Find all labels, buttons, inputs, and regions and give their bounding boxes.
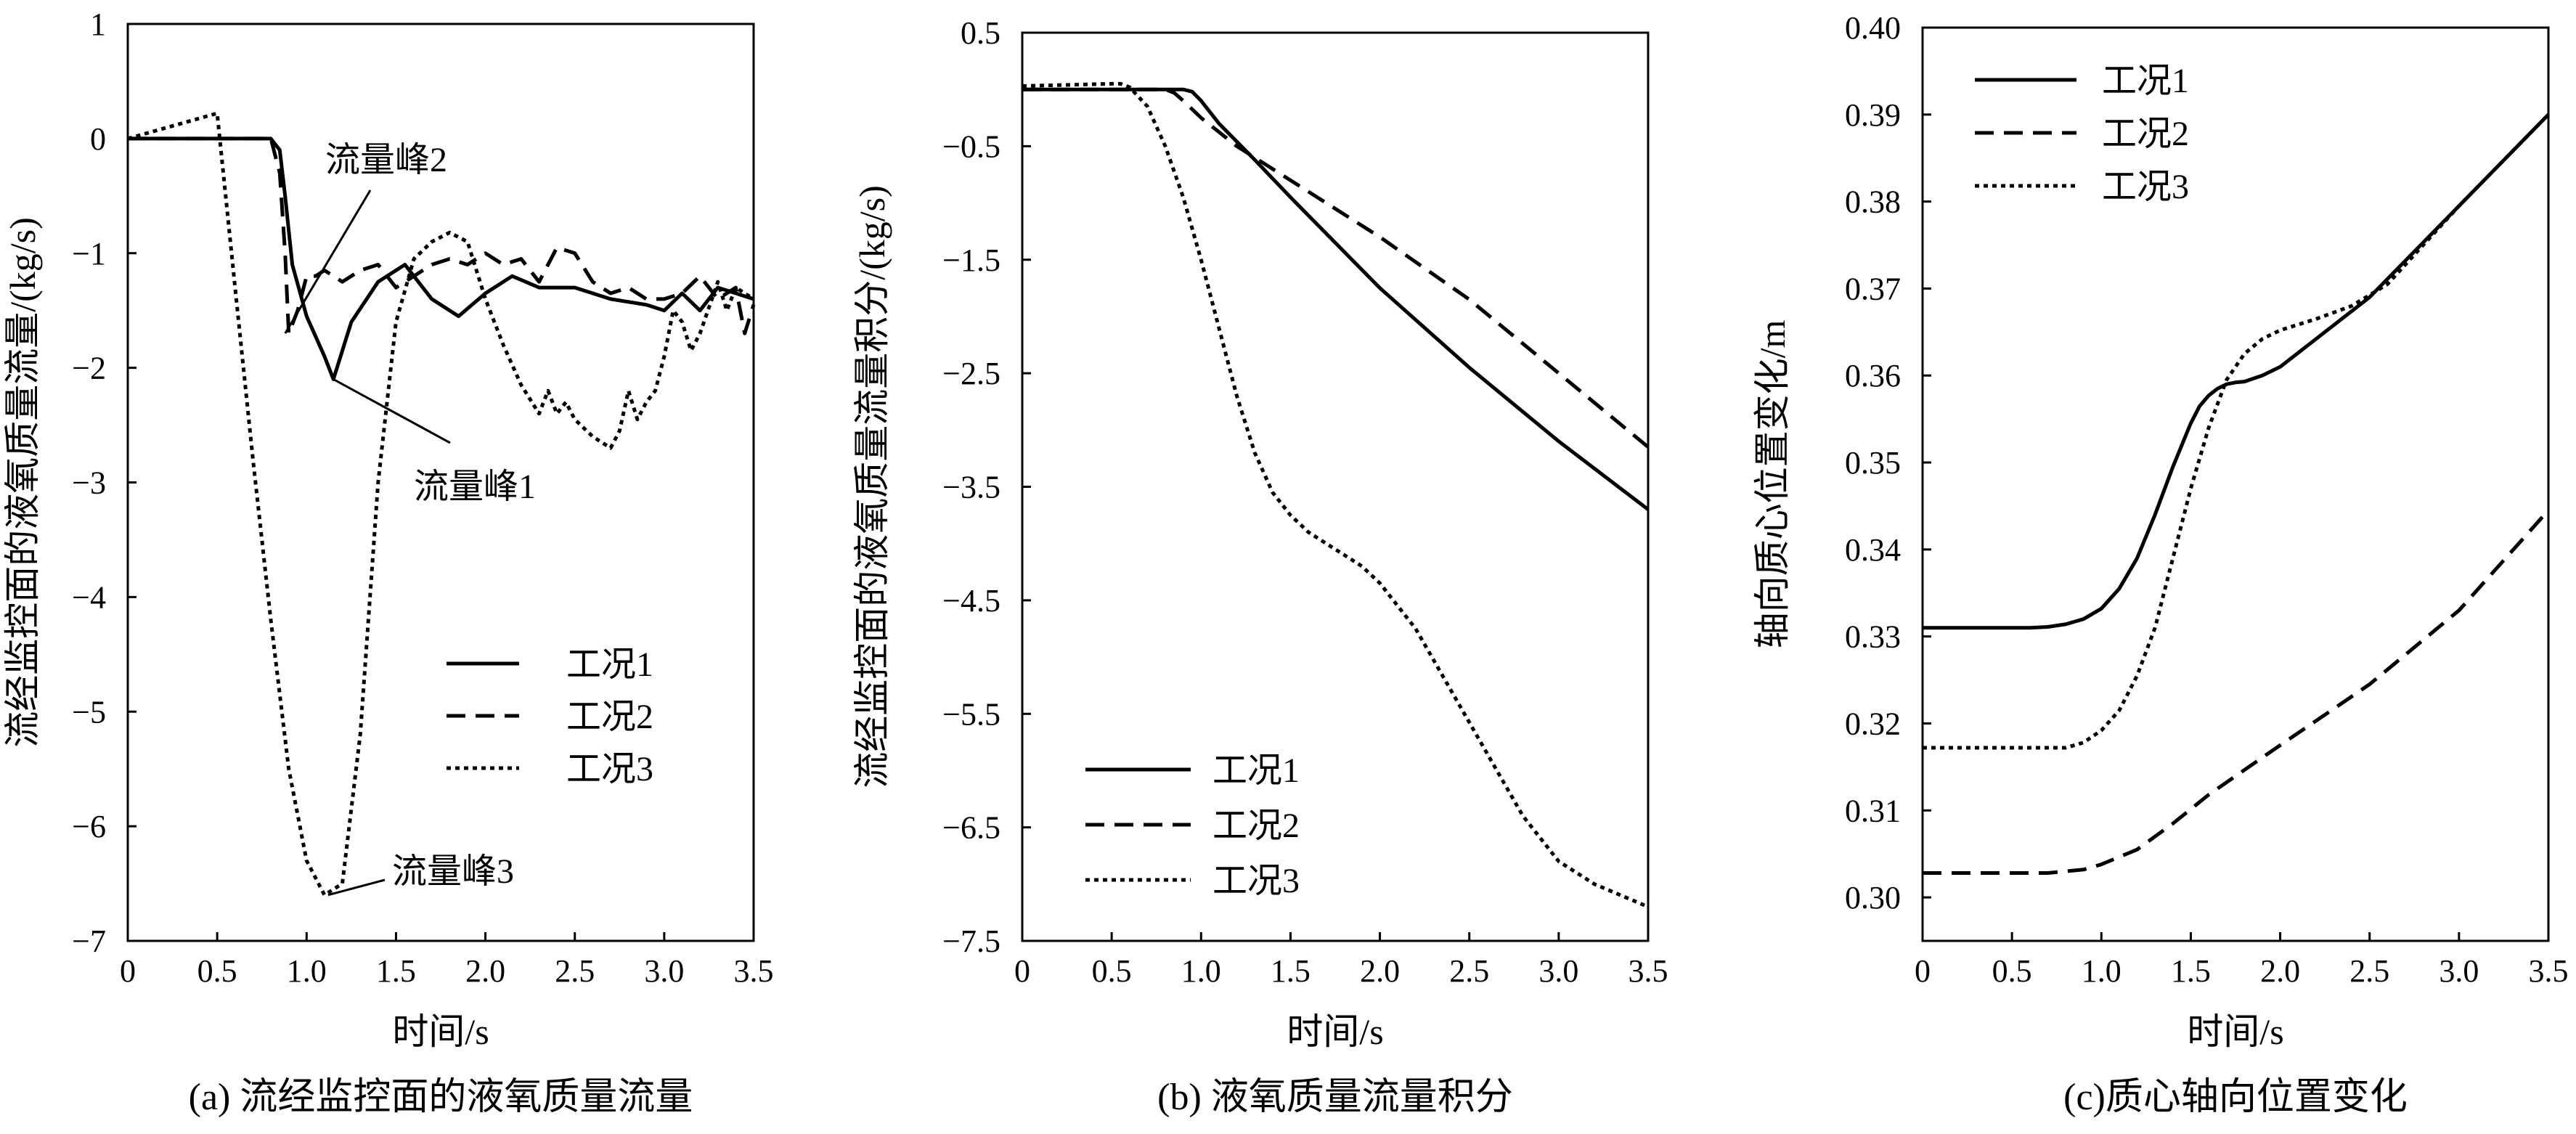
series-line-3 <box>1923 113 2550 750</box>
panel-caption: (a) 流经监控面的液氧质量流量 <box>189 1077 693 1118</box>
y-tick-label: −2.5 <box>942 356 1000 391</box>
x-axis-title: 时间/s <box>2187 1011 2283 1052</box>
y-tick-label: −3.5 <box>942 470 1000 505</box>
series-line-2 <box>128 136 756 335</box>
x-tick-label: 0 <box>1014 953 1030 989</box>
y-tick-label: −6 <box>72 809 106 844</box>
x-tick-label: 0.5 <box>1092 953 1132 989</box>
y-tick-label: −5 <box>72 694 106 730</box>
y-axis-title: 流经监控面的液氧质量流量/(kg/s) <box>2 217 43 748</box>
y-tick-label: 0.34 <box>1845 532 1901 568</box>
x-tick-label: 3.0 <box>2439 953 2479 989</box>
x-tick-label: 1.0 <box>287 953 327 989</box>
y-tick-label: 0.38 <box>1845 184 1901 220</box>
y-tick-label: 0.5 <box>961 15 1000 51</box>
y-tick-label: −4 <box>72 579 106 615</box>
y-tick-label: −2 <box>72 351 106 386</box>
x-tick-label: 3.5 <box>734 953 774 989</box>
x-tick-label: 2.0 <box>465 953 505 989</box>
panel-c: 0 0.5 1.0 1.5 2.0 2.5 3.0 3.5 0.40 0.39 0.38 0.37 0.… <box>1752 10 2569 1118</box>
x-tick-label: 3.5 <box>1629 953 1668 989</box>
y-tick-label: −4.5 <box>942 583 1000 619</box>
x-tick-label: 2.5 <box>2349 953 2389 989</box>
annotation-label: 流量峰1 <box>414 468 536 506</box>
y-axis-title: 轴向质心位置变化/m <box>1752 320 1793 649</box>
plot-frame <box>1921 26 2550 942</box>
y-tick-label: −7.5 <box>942 923 1000 959</box>
panel-a: 0 0.5 1.0 1.5 2.0 2.5 3.0 3.5 1 0 −1 −2 −3 −4 −5 −6 −7 时间… <box>2 7 774 1118</box>
legend-label-3: 工况3 <box>1212 862 1300 900</box>
series-line-2 <box>1022 87 1650 449</box>
x-tick-label: 2.5 <box>1449 953 1489 989</box>
x-axis-title: 时间/s <box>1287 1011 1383 1052</box>
annotation-leader <box>327 878 386 897</box>
y-tick-label: 0.37 <box>1845 271 1901 306</box>
x-tick-label: 0 <box>120 953 136 989</box>
legend-label-1: 工况1 <box>1212 751 1300 790</box>
series-line-1 <box>1923 113 2550 630</box>
annotation-leader <box>333 378 451 444</box>
x-tick-label: 1.5 <box>2171 953 2211 989</box>
legend-label-2: 工况2 <box>566 698 653 736</box>
legend-label-3: 工况3 <box>566 750 653 788</box>
series-line-1 <box>1022 87 1650 511</box>
legend-label-2: 工况2 <box>2102 115 2189 153</box>
x-tick-label: 3.0 <box>644 953 684 989</box>
y-tick-label: 0.40 <box>1845 10 1901 46</box>
annotation-leader <box>284 189 372 335</box>
panel-caption: (b) 液氧质量流量积分 <box>1157 1077 1513 1118</box>
legend-label-2: 工况2 <box>1212 807 1300 845</box>
y-tick-label: −5.5 <box>942 696 1000 732</box>
x-tick-label: 3.5 <box>2529 953 2569 989</box>
legend-label-1: 工况1 <box>566 645 653 684</box>
x-tick-label: 1.0 <box>2082 953 2121 989</box>
y-tick-label: −7 <box>72 923 106 959</box>
series-line-3 <box>127 111 755 897</box>
y-tick-label: −1 <box>72 236 106 272</box>
panel-caption: (c)质心轴向位置变化 <box>2063 1077 2408 1118</box>
y-tick-label: 1 <box>90 7 106 42</box>
series-line-2 <box>1923 509 2550 875</box>
y-tick-label: 0.39 <box>1845 97 1901 133</box>
y-tick-label: −3 <box>72 465 106 501</box>
annotation-label: 流量峰2 <box>325 141 447 179</box>
x-tick-label: 0.5 <box>1992 953 2032 989</box>
y-axis-title: 流经监控面的液氧质量流量积分/(kg/s) <box>852 185 892 788</box>
y-tick-label: 0.33 <box>1845 619 1901 655</box>
series-line-3 <box>1022 81 1649 909</box>
y-tick-label: −0.5 <box>942 129 1000 164</box>
y-tick-label: 0.31 <box>1845 793 1901 828</box>
x-tick-label: 1.0 <box>1181 953 1221 989</box>
x-tick-label: 0.5 <box>197 953 237 989</box>
x-tick-label: 1.5 <box>376 953 416 989</box>
x-tick-label: 1.5 <box>1271 953 1311 989</box>
y-tick-label: −6.5 <box>942 810 1000 846</box>
x-tick-label: 2.0 <box>1360 953 1400 989</box>
x-axis-title: 时间/s <box>392 1011 489 1052</box>
panel-b: 0 0.5 1.0 1.5 2.0 2.5 3.0 3.5 0.5 −0.5 −1.5 −2.5 −3.… <box>852 15 1668 1118</box>
y-tick-label: −1.5 <box>942 242 1000 278</box>
plot-frame <box>1021 31 1650 942</box>
series-line-1 <box>128 136 754 381</box>
y-tick-label: 0.30 <box>1845 880 1901 915</box>
legend-label-3: 工况3 <box>2102 168 2189 206</box>
y-tick-label: 0.32 <box>1845 706 1901 741</box>
y-tick-label: 0 <box>90 121 106 157</box>
y-tick-label: 0.36 <box>1845 358 1901 393</box>
x-tick-label: 0 <box>1915 953 1931 989</box>
annotation-label: 流量峰3 <box>392 852 514 891</box>
y-tick-label: 0.35 <box>1845 445 1901 481</box>
x-tick-label: 2.0 <box>2260 953 2300 989</box>
x-tick-label: 2.5 <box>555 953 595 989</box>
legend-label-1: 工况1 <box>2102 62 2189 100</box>
x-tick-label: 3.0 <box>1538 953 1578 989</box>
